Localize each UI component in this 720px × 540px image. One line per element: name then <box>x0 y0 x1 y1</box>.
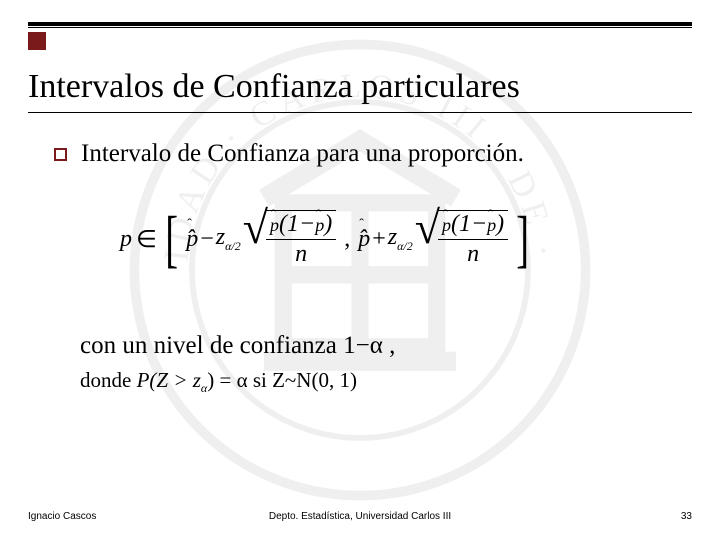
formula-relation: ∈ <box>136 225 157 254</box>
accent-square-icon <box>28 32 46 50</box>
bullet-text: Intervalo de Confianza para una proporci… <box>81 140 524 168</box>
bullet-item: Intervalo de Confianza para una proporci… <box>54 140 524 168</box>
formula-interval: p ∈ [ ˆp̂ − zα/2 √ ˆp(1−ˆp) n , ˆp̂ + zα… <box>120 210 533 268</box>
footer-page-number: 33 <box>681 511 692 522</box>
header-rule <box>28 22 692 28</box>
bracket-left: [ <box>165 210 178 268</box>
bullet-marker-icon <box>54 148 67 161</box>
confidence-level-line: con un nivel de confianza 1−α , <box>80 332 395 360</box>
formula-term-upper: ˆp̂ + zα/2 √ ˆp(1−ˆp) n <box>358 210 508 268</box>
formula-lhs: p <box>120 226 132 253</box>
bracket-right: ] <box>516 210 529 268</box>
footer-dept: Depto. Estadística, Universidad Carlos I… <box>269 511 451 522</box>
slide-title: Intervalos de Confianza particulares <box>28 68 520 106</box>
formula-separator: , <box>344 226 350 253</box>
footer-author: Ignacio Cascos <box>28 511 96 522</box>
where-line: donde P(Z > zα) = α si Z~N(0, 1) <box>80 368 357 396</box>
title-underline <box>28 112 692 113</box>
formula-term-lower: ˆp̂ − zα/2 √ ˆp(1−ˆp) n <box>186 210 336 268</box>
